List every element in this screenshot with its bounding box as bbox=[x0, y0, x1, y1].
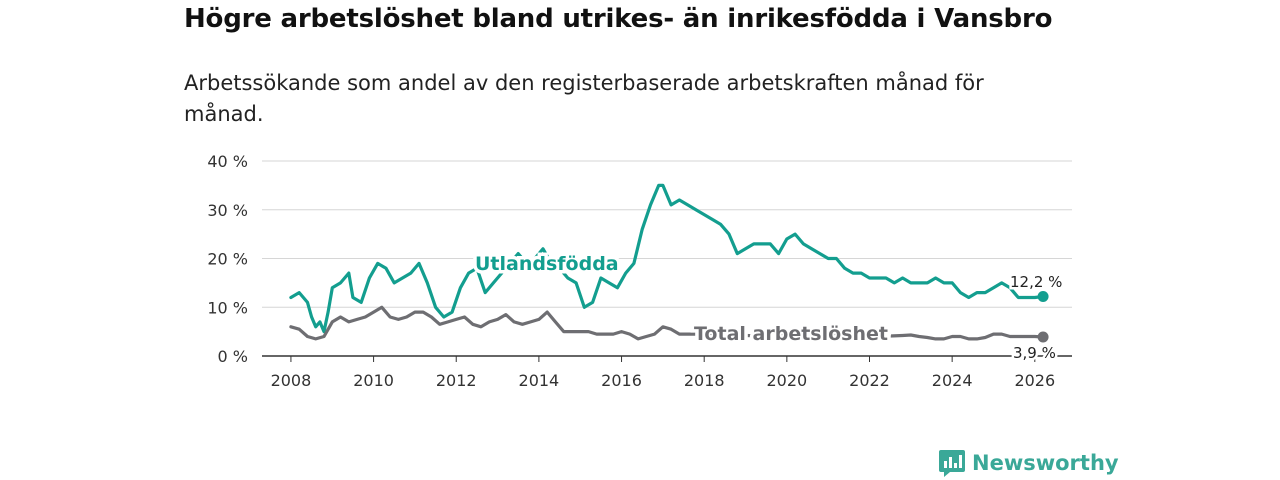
newsworthy-bars-icon bbox=[939, 450, 965, 477]
series-line-utlandsfodda bbox=[289, 183, 1045, 334]
series-end-marker bbox=[1037, 331, 1049, 343]
x-tick-label: 2026 bbox=[1014, 371, 1055, 390]
x-tick-label: 2024 bbox=[932, 371, 973, 390]
end-label-utlandsfodda: 12,2 % bbox=[1010, 273, 1062, 291]
line-chart: 0 % 10 % 20 % 30 % 40 % 2008 2010 2012 2014 2016… bbox=[207, 152, 1072, 390]
brand-name: Newsworthy bbox=[972, 451, 1119, 475]
x-axis-ticks: 2008 2010 2012 2014 2016 2018 2020 2022 2024 2026 bbox=[271, 356, 1055, 390]
x-tick-label: 2012 bbox=[436, 371, 477, 390]
end-label-total: 3,9 % bbox=[1013, 344, 1056, 362]
y-tick-label: 0 % bbox=[218, 347, 248, 366]
y-tick-label: 40 % bbox=[207, 152, 248, 171]
series-lines bbox=[289, 183, 1049, 343]
y-tick-label: 10 % bbox=[207, 298, 248, 317]
series-end-marker bbox=[1037, 291, 1049, 303]
series-labels: Utlandsfödda Total arbetslöshet 12,2 % 3,9 … bbox=[472, 250, 1065, 365]
series-line-total bbox=[289, 305, 1045, 341]
y-axis-ticks: 0 % 10 % 20 % 30 % 40 % bbox=[207, 152, 248, 366]
x-tick-label: 2016 bbox=[601, 371, 642, 390]
x-tick-label: 2008 bbox=[271, 371, 312, 390]
x-tick-label: 2022 bbox=[849, 371, 890, 390]
series-label-utlandsfodda: Utlandsfödda bbox=[475, 253, 619, 275]
x-tick-label: 2020 bbox=[766, 371, 807, 390]
y-tick-label: 20 % bbox=[207, 250, 248, 269]
series-label-total: Total arbetslöshet bbox=[694, 323, 888, 345]
chart-subtitle: Arbetssökande som andel av den registerb… bbox=[184, 71, 984, 126]
y-tick-label: 30 % bbox=[207, 201, 248, 220]
gridlines bbox=[262, 160, 1072, 357]
newsworthy-logo: Newsworthy bbox=[938, 448, 1119, 478]
x-tick-label: 2010 bbox=[353, 371, 394, 390]
chart-title: Högre arbetslöshet bland utrikes- än inr… bbox=[184, 4, 1053, 34]
x-tick-label: 2018 bbox=[684, 371, 725, 390]
x-tick-label: 2014 bbox=[519, 371, 560, 390]
